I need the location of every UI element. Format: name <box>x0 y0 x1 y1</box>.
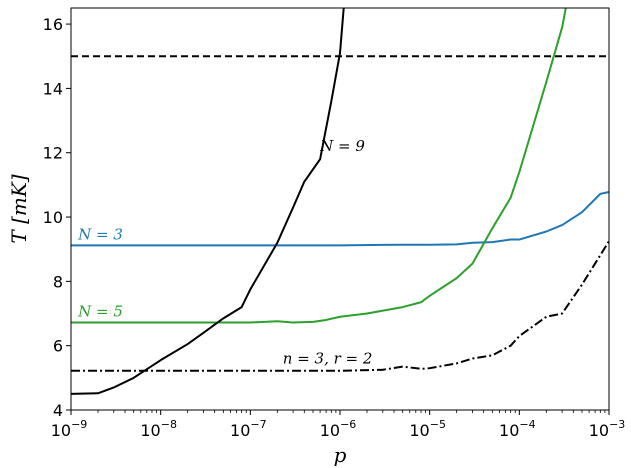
x-tick-label: 10−5 <box>409 418 446 440</box>
y-tick-label: 16 <box>43 15 63 34</box>
series-line-4 <box>71 240 609 372</box>
series-line-3 <box>71 8 345 395</box>
y-tick-label: 4 <box>53 401 63 420</box>
x-axis-ticks: 10−9 10−8 10−7 10−6 10−5 10−4 10−3 <box>51 410 626 440</box>
series-lines <box>71 8 609 395</box>
annotation-2: N = 5 <box>77 303 123 321</box>
x-tick-label: 10−7 <box>230 418 267 440</box>
annotation-4: n = 3, r = 2 <box>283 349 373 367</box>
annotations: N = 3 N = 5 N = 9 n = 3, r = 2 <box>77 137 372 367</box>
x-tick-label: 10−3 <box>589 418 626 440</box>
y-tick-label: 10 <box>43 208 63 227</box>
series-line-2 <box>71 8 567 324</box>
y-tick-label: 14 <box>43 79 63 98</box>
y-tick-label: 6 <box>53 337 63 356</box>
x-tick-label: 10−9 <box>51 418 88 440</box>
x-tick-label: 10−6 <box>320 418 357 440</box>
annotation-1: N = 3 <box>77 226 123 244</box>
annotation-3: N = 9 <box>319 137 365 155</box>
y-axis-label: T [mK] <box>7 174 31 243</box>
x-axis-label: p <box>334 443 347 467</box>
x-tick-label: 10−8 <box>140 418 177 440</box>
y-tick-label: 12 <box>43 144 63 163</box>
x-tick-label: 10−4 <box>499 418 536 440</box>
y-tick-label: 8 <box>53 272 63 291</box>
y-axis-ticks: 4 6 8 10 12 14 16 <box>43 15 71 420</box>
series-line-1 <box>71 190 609 247</box>
